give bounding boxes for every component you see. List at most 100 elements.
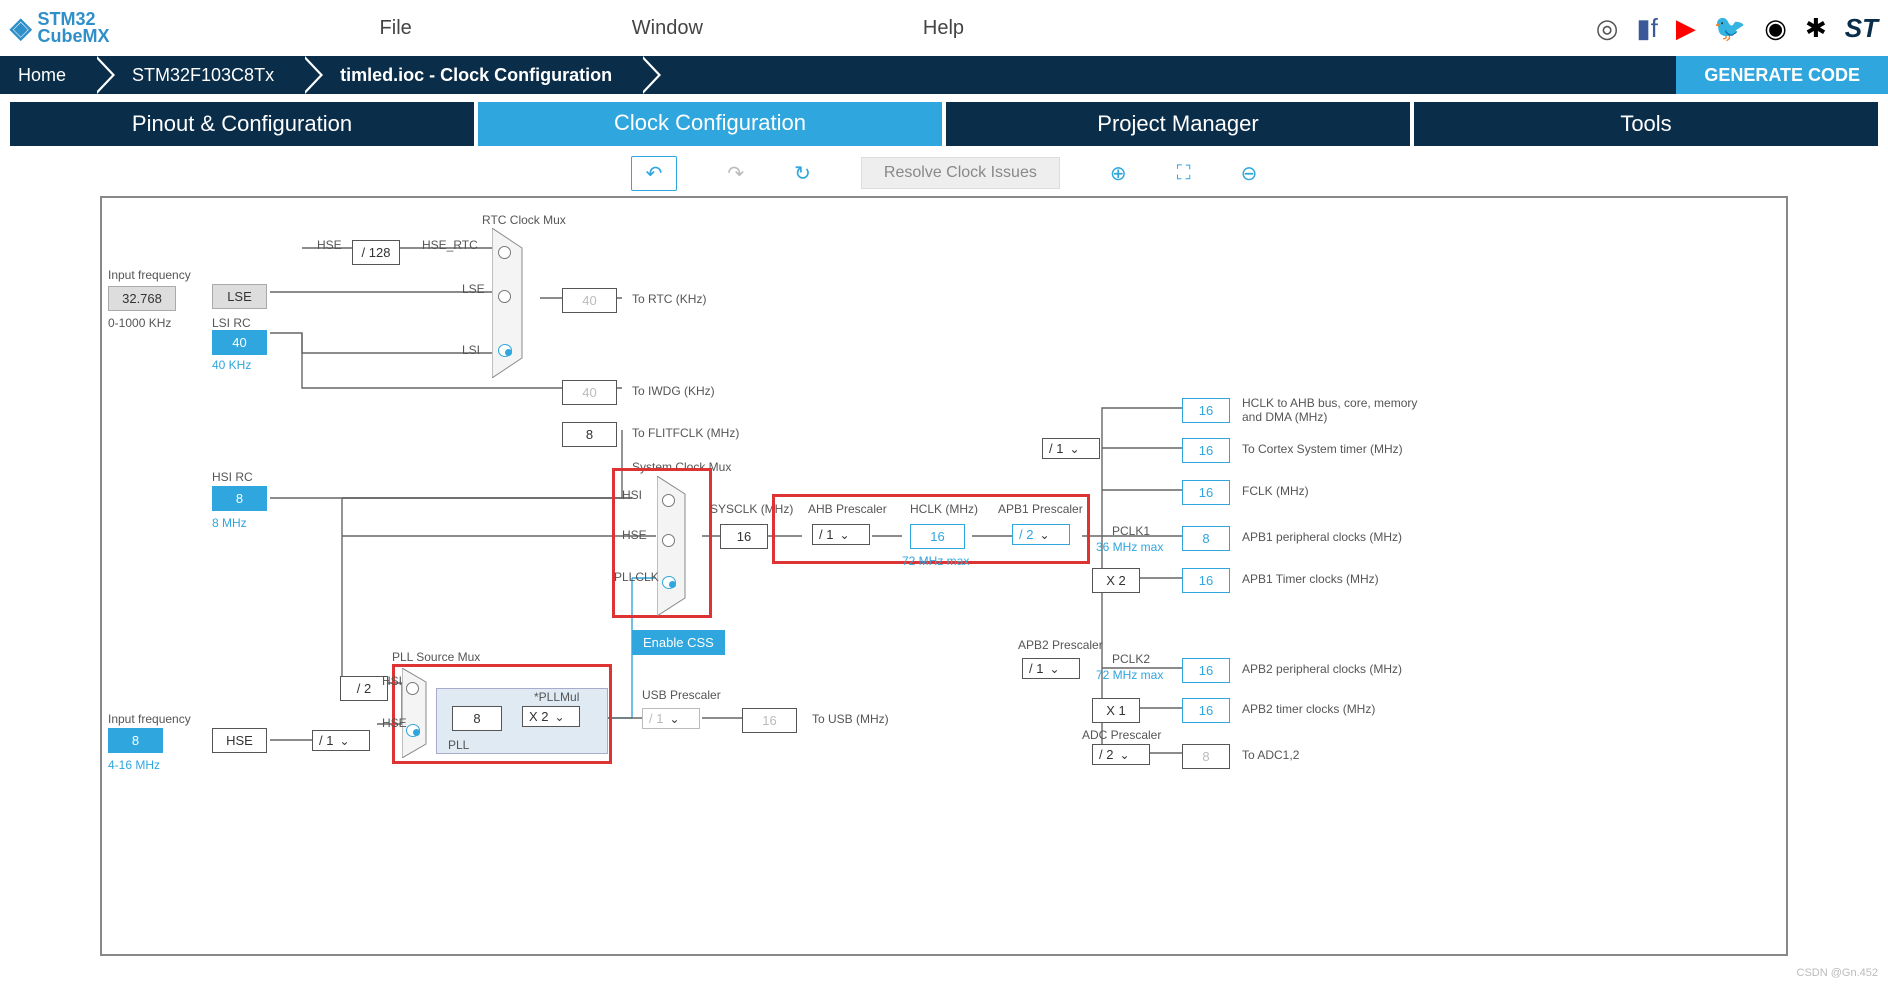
apb1t-lbl: APB1 Timer clocks (MHz): [1242, 572, 1379, 586]
apb2t-val: 16: [1182, 698, 1230, 723]
hsi-div2: / 2: [340, 676, 388, 701]
apb1p-val: 8: [1182, 526, 1230, 551]
network-icon[interactable]: ✱: [1805, 13, 1827, 44]
menu-window[interactable]: Window: [632, 17, 703, 40]
redo-button[interactable]: ↷: [727, 161, 744, 186]
usb-pre-lbl: USB Prescaler: [642, 688, 721, 702]
menu-help[interactable]: Help: [923, 17, 964, 40]
crumb-home[interactable]: Home: [0, 56, 94, 94]
usb-pre-select[interactable]: / 1: [642, 708, 700, 729]
apb1-pre-select[interactable]: / 2: [1012, 524, 1070, 545]
sys-hsi-lbl: HSI: [622, 488, 642, 502]
adc-pre-select[interactable]: / 2: [1092, 744, 1150, 765]
undo-button[interactable]: ↶: [631, 156, 678, 191]
generate-code-button[interactable]: GENERATE CODE: [1676, 56, 1888, 94]
hse-freq-label: Input frequency: [108, 712, 191, 726]
hclk-val[interactable]: 16: [910, 524, 965, 549]
hsi-val: 8: [212, 486, 267, 511]
sys-pll-lbl: PLLCLK: [614, 570, 659, 584]
pclk2-max: 72 MHz max: [1096, 668, 1163, 682]
tab-clock[interactable]: Clock Configuration: [478, 102, 942, 146]
flitf-val: 8: [562, 422, 617, 447]
hse-div128: / 128: [352, 240, 400, 265]
rtc-mux-hse[interactable]: [498, 246, 511, 259]
fclk-val: 16: [1182, 480, 1230, 505]
youtube-icon[interactable]: ▶: [1676, 13, 1696, 44]
adc-pre-lbl: ADC Prescaler: [1082, 728, 1161, 742]
pll-src-lbl: PLL Source Mux: [392, 650, 480, 664]
reset-button[interactable]: ↻: [794, 161, 811, 186]
fclk-lbl: FCLK (MHz): [1242, 484, 1309, 498]
crumb-chip[interactable]: STM32F103C8Tx: [114, 56, 302, 94]
usb-lbl: To USB (MHz): [812, 712, 889, 726]
apb1p-lbl: APB1 peripheral clocks (MHz): [1242, 530, 1402, 544]
zoom-out-icon[interactable]: ⊖: [1241, 161, 1258, 186]
sysmux-pll[interactable]: [662, 576, 676, 589]
twitter-icon[interactable]: 🐦: [1714, 13, 1746, 44]
rtc-mux-lse[interactable]: [498, 290, 511, 303]
pll-hse-lbl: HSE: [382, 716, 407, 730]
cube-icon: ◈: [10, 15, 32, 42]
sysmux-hsi[interactable]: [662, 494, 675, 507]
crumb-file[interactable]: timled.ioc - Clock Configuration: [322, 56, 640, 94]
cortex-div-select[interactable]: / 1: [1042, 438, 1100, 459]
tab-project[interactable]: Project Manager: [946, 102, 1410, 146]
facebook-icon[interactable]: ▮f: [1636, 13, 1658, 44]
github-icon[interactable]: ◉: [1764, 13, 1787, 44]
pllmux-hsi[interactable]: [406, 682, 419, 695]
flitf-lbl: To FLITFCLK (MHz): [632, 426, 739, 440]
lse-freq-label: Input frequency: [108, 268, 191, 282]
lse-in-lbl: LSE: [462, 282, 485, 296]
sysclk-val: 16: [720, 524, 768, 549]
lsi-title: LSI RC: [212, 316, 251, 330]
apb2-pre-select[interactable]: / 1: [1022, 658, 1080, 679]
lse-block: LSE: [212, 284, 267, 309]
resolve-clock-button[interactable]: Resolve Clock Issues: [861, 157, 1060, 189]
hsi-title: HSI RC: [212, 470, 253, 484]
ahb-pre-select[interactable]: / 1: [812, 524, 870, 545]
pll-in-val: 8: [452, 706, 502, 731]
usb-val: 16: [742, 708, 797, 733]
app-logo: ◈ STM32CubeMX: [10, 11, 110, 45]
apb2-pre-lbl: APB2 Prescaler: [1018, 638, 1103, 652]
adc-val: 8: [1182, 744, 1230, 769]
rtc-mux-lsi[interactable]: [498, 344, 512, 357]
lsi-in-lbl: LSI: [462, 343, 480, 357]
hclk-max: 72 MHz max: [902, 554, 969, 568]
enable-css-button[interactable]: Enable CSS: [632, 630, 725, 655]
adc-lbl: To ADC1,2: [1242, 748, 1299, 762]
menu-file[interactable]: File: [380, 17, 412, 40]
tab-tools[interactable]: Tools: [1414, 102, 1878, 146]
hse-range: 4-16 MHz: [108, 758, 160, 772]
apb2p-val: 16: [1182, 658, 1230, 683]
pclk1-lbl: PCLK1: [1112, 524, 1150, 538]
iwdg-lbl: To IWDG (KHz): [632, 384, 715, 398]
watermark: CSDN @Gn.452: [1797, 967, 1878, 979]
hsi-unit: 8 MHz: [212, 516, 247, 530]
sysmux-hse[interactable]: [662, 534, 675, 547]
apb2p-lbl: APB2 peripheral clocks (MHz): [1242, 662, 1402, 676]
rtc-out-lbl: To RTC (KHz): [632, 292, 706, 306]
pclk2-lbl: PCLK2: [1112, 652, 1150, 666]
pclk1-max: 36 MHz max: [1096, 540, 1163, 554]
badge-icon: ◎: [1596, 13, 1619, 44]
hclk-lbl: HCLK (MHz): [910, 502, 978, 516]
hse-freq-value[interactable]: 8: [108, 728, 163, 753]
tab-pinout[interactable]: Pinout & Configuration: [10, 102, 474, 146]
zoom-fit-icon[interactable]: ⛶: [1177, 162, 1191, 185]
lsi-unit: 40 KHz: [212, 358, 251, 372]
pll-name: PLL: [448, 738, 469, 752]
apb1-mul: X 2: [1092, 568, 1140, 593]
pllmux-hse[interactable]: [406, 724, 420, 737]
ahb-pre-lbl: AHB Prescaler: [808, 502, 887, 516]
cortex-lbl: To Cortex System timer (MHz): [1242, 442, 1403, 456]
rtc-mux-label: RTC Clock Mux: [482, 213, 566, 227]
hse-presel[interactable]: / 1: [312, 730, 370, 751]
hclk-bus-val: 16: [1182, 398, 1230, 423]
apb1t-val: 16: [1182, 568, 1230, 593]
hse-rtc-lbl: HSE_RTC: [422, 238, 478, 252]
hclk-bus-lbl: HCLK to AHB bus, core, memory and DMA (M…: [1242, 396, 1422, 424]
pllmul-select[interactable]: X 2: [522, 706, 580, 727]
apb2t-lbl: APB2 timer clocks (MHz): [1242, 702, 1375, 716]
zoom-in-icon[interactable]: ⊕: [1110, 161, 1127, 186]
